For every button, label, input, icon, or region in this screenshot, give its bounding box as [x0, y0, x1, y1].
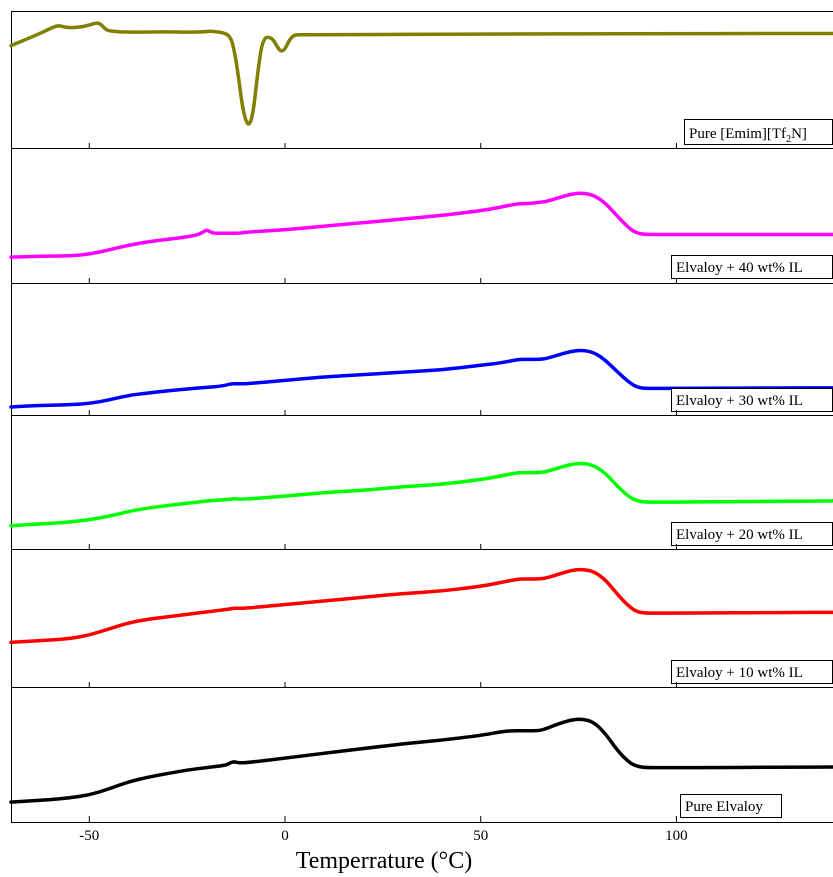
panels-layer — [11, 11, 833, 823]
legend-label-2: Elvaloy + 40 wt% IL — [676, 260, 803, 276]
series-line-3 — [9, 348, 833, 409]
legend-label-5: Elvaloy + 10 wt% IL — [676, 665, 803, 681]
series-line-6 — [9, 717, 833, 804]
series-line-4 — [9, 461, 833, 528]
legend-label-text-5: Elvaloy + 10 wt% IL — [676, 665, 803, 681]
legend-label-4: Elvaloy + 20 wt% IL — [676, 527, 803, 543]
legend-label-text-3: Elvaloy + 30 wt% IL — [676, 393, 803, 409]
x-tick-label-2: 0 — [281, 828, 289, 844]
legend-label-text-2: Elvaloy + 40 wt% IL — [676, 260, 803, 276]
legend-label-text-6: Pure Elvaloy — [685, 799, 763, 815]
series-line-5 — [9, 567, 833, 645]
legend-box-6 — [680, 794, 782, 818]
legend-label-subscript: 2 — [786, 134, 791, 145]
series-layer — [9, 21, 833, 804]
legend-box-1 — [684, 119, 833, 145]
legend-label-6: Pure Elvaloy — [685, 799, 763, 815]
x-tick-label-3: 50 — [473, 828, 488, 844]
legend-layer: Pure [Emim][Tf2N] Elvaloy + 40 wt% IL Elva… — [671, 119, 833, 818]
panel-frame-6 — [11, 687, 833, 823]
x-tick-label-4: 100 — [665, 828, 688, 844]
x-axis-label: Temperrature (°C) — [296, 848, 473, 874]
series-line-1 — [9, 21, 833, 126]
series-line-2 — [9, 191, 833, 259]
x-axis: -50 0 50 100 — [79, 143, 688, 844]
legend-label-3: Elvaloy + 30 wt% IL — [676, 393, 803, 409]
x-tick-label-1: -50 — [79, 828, 99, 844]
legend-label-text-4: Elvaloy + 20 wt% IL — [676, 527, 803, 543]
legend-label-text-1: Pure [Emim][Tf — [689, 126, 786, 142]
legend-label-suffix: N] — [791, 126, 807, 142]
legend-label-1: Pure [Emim][Tf2N] — [689, 126, 807, 145]
